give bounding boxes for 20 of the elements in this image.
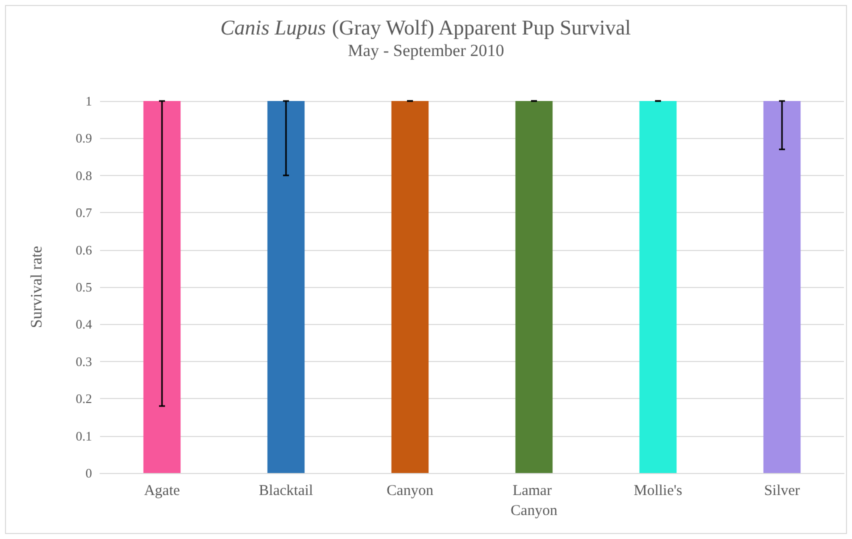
- y-tick-label: 0.2: [76, 391, 92, 406]
- x-tick-label: Agate: [144, 483, 180, 499]
- y-tick-label: 0.6: [76, 242, 92, 258]
- x-tick-label: Mollie's: [634, 483, 682, 499]
- y-tick-label: 0: [86, 466, 92, 480]
- x-tick-label: Lamar Canyon: [510, 483, 558, 519]
- y-tick-label: 1: [86, 94, 92, 108]
- y-tick-label: 0.9: [76, 130, 92, 146]
- x-tick-label: Silver: [764, 483, 800, 499]
- x-tick-label: Blacktail: [258, 483, 314, 499]
- chart-title: Canis Lupus (Gray Wolf) Apparent Pup Survival: [220, 16, 632, 40]
- y-tick-label: 0.8: [76, 168, 92, 183]
- y-tick-label: 0.1: [76, 428, 92, 444]
- y-tick-label: 0.3: [76, 354, 92, 369]
- chart-subtitle: May - September 2010: [348, 41, 504, 60]
- x-tick-label: Canyon: [386, 483, 434, 499]
- y-axis-title: Survival rate: [28, 246, 46, 328]
- y-tick-label: 0.7: [76, 205, 92, 220]
- y-tick-label: 0.5: [76, 280, 92, 294]
- y-tick-label: 0.4: [76, 316, 92, 332]
